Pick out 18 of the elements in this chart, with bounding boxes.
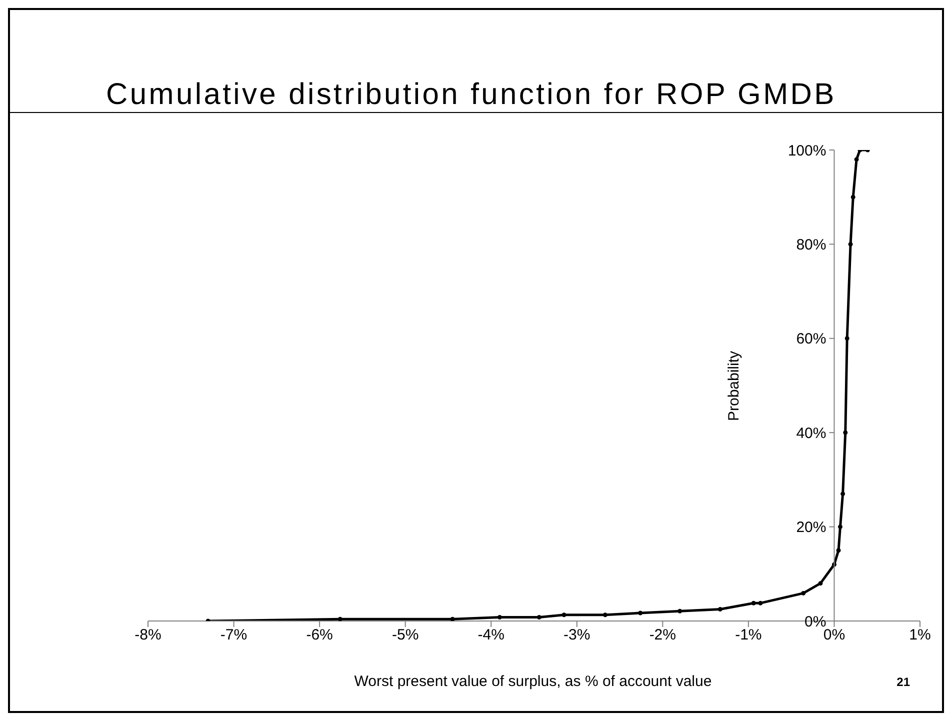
x-tick-label: -3% — [564, 626, 590, 644]
x-tick-label: -7% — [220, 626, 248, 644]
y-tick-label: 40% — [796, 424, 826, 442]
x-tick-label: -4% — [478, 626, 504, 644]
y-tick-label: 100% — [788, 142, 826, 160]
text: 21 — [896, 675, 910, 689]
x-tick-label: -1% — [735, 626, 762, 644]
x-tick-label: -5% — [392, 626, 419, 644]
x-tick-label: -6% — [306, 626, 333, 644]
x-tick-label: 1% — [909, 626, 931, 644]
chart-title: Cumulative distribution function for ROP GMDB — [105, 78, 838, 112]
y-tick-label: 20% — [796, 519, 826, 536]
x-tick-label: -8% — [134, 626, 162, 644]
x-axis-title: Worst present value of surplus, as % of account value — [354, 673, 712, 690]
y-tick-label: 80% — [796, 236, 826, 254]
y-axis-title: Probability — [726, 350, 743, 421]
y-tick-label: 60% — [796, 330, 826, 348]
x-tick-label: -2% — [649, 626, 676, 644]
